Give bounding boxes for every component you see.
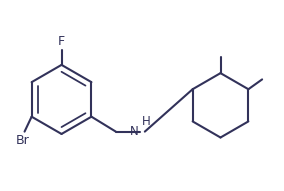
Text: N: N [130, 125, 139, 138]
Text: F: F [58, 35, 65, 48]
Text: Br: Br [16, 134, 30, 147]
Text: H: H [142, 115, 151, 128]
